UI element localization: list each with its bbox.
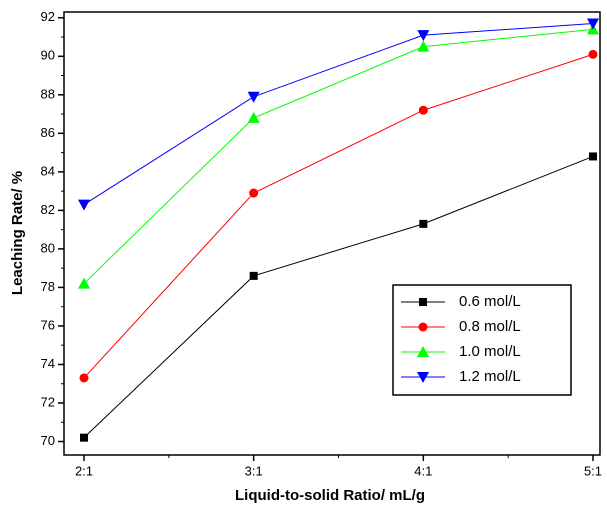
legend-label: 1.0 mol/L (459, 343, 521, 360)
marker (587, 18, 599, 30)
marker (417, 30, 430, 42)
marker (247, 111, 260, 123)
marker (418, 322, 428, 332)
marker (419, 219, 428, 228)
y-tick-label: 70 (41, 433, 55, 448)
marker (249, 271, 258, 280)
y-tick-label: 74 (41, 356, 55, 371)
marker (78, 199, 90, 211)
x-tick-label: 4:1 (414, 463, 432, 478)
x-tick-label: 5:1 (584, 463, 602, 478)
marker (249, 188, 259, 198)
marker (419, 298, 427, 306)
y-axis-title: Leaching Rate/ % (9, 171, 26, 295)
x-tick-label: 2:1 (75, 463, 93, 478)
y-tick-label: 80 (41, 240, 55, 255)
legend-label: 0.6 mol/L (459, 293, 521, 310)
x-tick-label: 3:1 (245, 463, 263, 478)
y-tick-label: 82 (41, 202, 55, 217)
y-tick-label: 84 (41, 163, 55, 178)
marker (247, 91, 260, 103)
series-line (83, 23, 594, 206)
marker (589, 152, 597, 161)
y-tick-label: 86 (41, 125, 55, 140)
legend-label: 0.8 mol/L (459, 318, 521, 335)
marker (80, 433, 88, 442)
marker (417, 372, 429, 383)
y-tick-label: 72 (41, 394, 55, 409)
y-tick-label: 92 (41, 9, 55, 24)
marker (79, 373, 89, 383)
y-tick-label: 76 (41, 317, 55, 332)
y-tick-label: 78 (41, 279, 55, 294)
marker (588, 49, 598, 59)
legend-label: 1.2 mol/L (459, 368, 521, 385)
x-axis-title: Liquid-to-solid Ratio/ mL/g (235, 487, 425, 504)
series-line (83, 53, 594, 379)
plot-frame (63, 11, 601, 456)
legend: 0.6 mol/L 0.8 mol/L 1.0 mol/L 1.2 mol/L (392, 284, 572, 396)
marker (417, 346, 429, 357)
marker (418, 105, 428, 115)
y-tick-label: 88 (41, 86, 55, 101)
marker (78, 277, 90, 289)
series-line (83, 28, 594, 284)
y-tick-label: 90 (41, 48, 55, 63)
series-line (83, 155, 594, 439)
marker (417, 40, 430, 52)
